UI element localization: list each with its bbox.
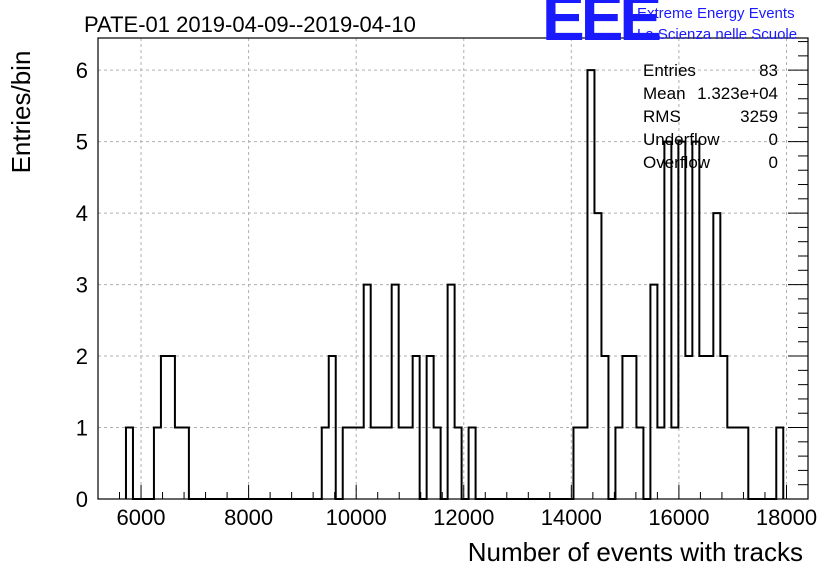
histogram-bin: [706, 356, 713, 499]
histogram-bin: [678, 142, 685, 499]
histogram-bin: [329, 356, 336, 499]
y-tick-label: 3: [76, 273, 88, 298]
x-tick-label: 16000: [648, 505, 709, 530]
histogram-bin: [427, 356, 434, 499]
stat-value-mean: 1.323e+04: [697, 84, 778, 103]
plot-frame: [97, 37, 809, 500]
histogram-bin: [685, 356, 692, 499]
histogram-bin: [573, 428, 580, 499]
y-tick-label: 2: [76, 344, 88, 369]
stat-label-overflow: Overflow: [643, 153, 711, 172]
histogram-bin: [622, 356, 629, 499]
histogram-bin: [594, 213, 601, 499]
histogram-bin: [727, 428, 734, 499]
histogram-bin: [406, 428, 413, 499]
histogram-bin: [650, 285, 657, 499]
histogram-bin: [629, 356, 636, 499]
stat-value-overflow: 0: [769, 153, 778, 172]
histogram-bin: [161, 356, 168, 499]
histogram-bin: [664, 142, 671, 499]
stat-value-rms: 3259: [740, 107, 778, 126]
histogram-bin: [392, 285, 399, 499]
histogram-bin: [322, 428, 329, 499]
logo-line-1: Extreme Energy Events: [637, 5, 795, 22]
histogram-bin: [175, 428, 182, 499]
histogram-bin: [469, 428, 476, 499]
histogram-bin: [734, 428, 741, 499]
histogram-bin: [350, 428, 357, 499]
histogram-bin: [580, 428, 587, 499]
histogram-bin: [713, 213, 720, 499]
histogram-bin: [182, 428, 189, 499]
histogram-bin: [448, 285, 455, 499]
histogram-series: [124, 69, 785, 500]
histogram-bin: [692, 142, 699, 499]
stats-box: Entries 83 Mean 1.323e+04 RMS 3259 Under…: [643, 61, 778, 172]
histogram-bin: [126, 428, 133, 499]
histogram-bin: [357, 428, 364, 499]
stat-label-underflow: Underflow: [643, 130, 720, 149]
x-tick-label: 6000: [117, 505, 166, 530]
y-tick-label: 5: [76, 130, 88, 155]
histogram-bin: [364, 285, 371, 499]
y-tick-label: 6: [76, 58, 88, 83]
stat-value-entries: 83: [759, 61, 778, 80]
stat-label-rms: RMS: [643, 107, 681, 126]
x-tick-label: 10000: [326, 505, 387, 530]
histogram-bin: [343, 428, 350, 499]
histogram-bin: [413, 356, 420, 499]
x-axis-label: Number of events with tracks: [468, 537, 803, 567]
stat-label-mean: Mean: [643, 84, 686, 103]
histogram-bin: [720, 356, 727, 499]
histogram-bin: [168, 356, 175, 499]
histogram-bin: [385, 428, 392, 499]
logo-line-2: La Scienza nelle Scuole: [637, 26, 797, 43]
histogram-bin: [615, 428, 622, 499]
histogram-bin: [636, 428, 643, 499]
y-tick-label: 1: [76, 416, 88, 441]
histogram-bin: [371, 428, 378, 499]
y-tick-label: 0: [76, 487, 88, 512]
chart-title: PATE-01 2019-04-09--2019-04-10: [84, 12, 416, 37]
stat-label-entries: Entries: [643, 61, 696, 80]
y-axis-label: Entries/bin: [6, 51, 36, 174]
x-tick-label: 18000: [756, 505, 817, 530]
histogram-bin: [455, 428, 462, 499]
axis-ticks: [97, 41, 809, 500]
histogram-bin: [657, 428, 664, 499]
x-tick-label: 14000: [541, 505, 602, 530]
histogram-bin: [671, 428, 678, 499]
logo-mark: EEE: [542, 0, 660, 54]
stat-value-underflow: 0: [769, 130, 778, 149]
histogram-bin: [699, 356, 706, 499]
x-tick-labels: 6000 8000 10000 12000 14000 16000 18000: [117, 505, 818, 530]
x-tick-label: 8000: [224, 505, 273, 530]
histogram-bin: [154, 428, 161, 499]
histogram-bin: [601, 356, 608, 499]
histogram-bin: [587, 70, 594, 499]
histogram-bin: [434, 428, 441, 499]
histogram-outline: [124, 69, 785, 500]
histogram-bin: [378, 428, 385, 499]
y-tick-label: 4: [76, 201, 88, 226]
histogram-bin: [741, 428, 748, 499]
eee-logo: EEE Extreme Energy Events La Scienza nel…: [542, 0, 797, 54]
histogram-bin: [776, 428, 783, 499]
histogram-bin: [399, 428, 406, 499]
x-tick-label: 12000: [433, 505, 494, 530]
y-tick-labels: 0 1 2 3 4 5 6: [76, 58, 88, 512]
